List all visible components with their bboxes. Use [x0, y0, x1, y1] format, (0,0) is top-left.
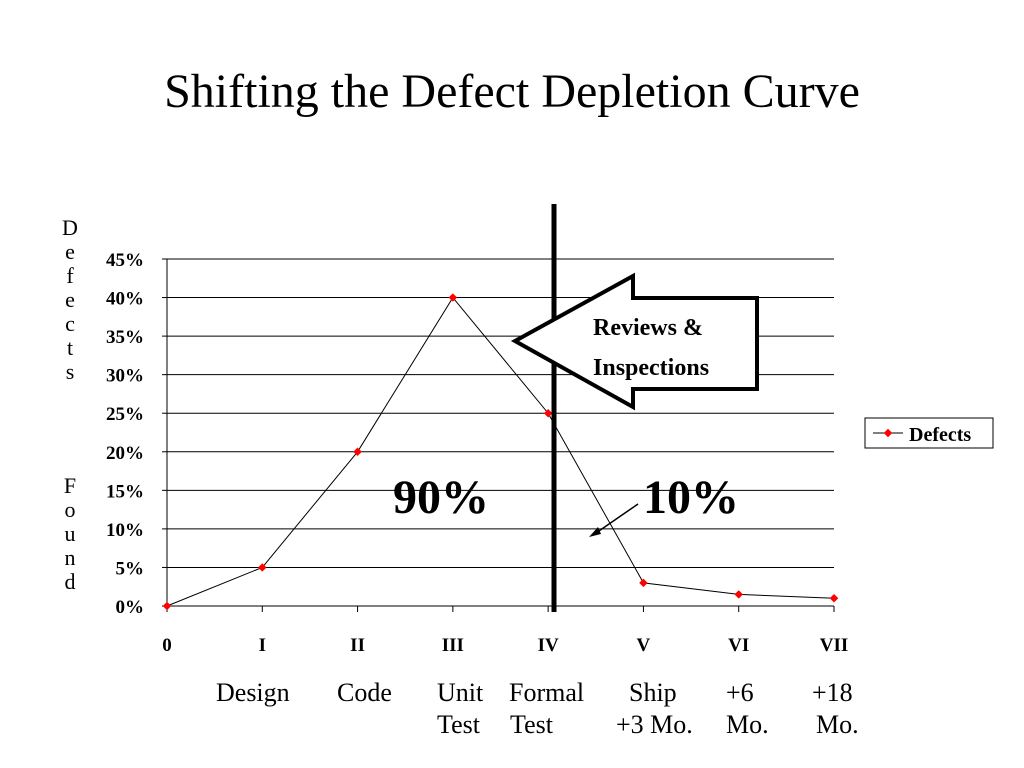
stage-line1: Ship: [629, 678, 677, 707]
y-tick-label: 10%: [106, 520, 144, 541]
slide-title: Shifting the Defect Depletion Curve: [164, 65, 860, 118]
legend-label-defects: Defects: [909, 424, 971, 446]
y-tick-label: 35%: [106, 327, 144, 348]
arrow-text-reviews: Reviews &: [593, 315, 703, 341]
y-tick-label: 20%: [106, 443, 144, 464]
x-tick-label: II: [350, 635, 365, 656]
y-label-letter: e: [65, 287, 75, 312]
stage-label-design: Design: [216, 677, 290, 709]
x-tick-label: IV: [538, 635, 559, 656]
stage-line2: Mo.: [726, 710, 769, 739]
stage-line2: +3 Mo.: [616, 710, 693, 739]
y-tick-label: 15%: [106, 481, 144, 502]
data-point: [829, 594, 839, 603]
y-label-letter: s: [65, 359, 75, 384]
x-tick-labels: 0 I II III IV V VI VII: [162, 606, 848, 656]
y-label-letter: u: [64, 521, 76, 546]
data-point: [543, 408, 553, 418]
y-axis-label-found: F o u n d: [58, 474, 82, 594]
y-tick-label: 30%: [106, 366, 144, 387]
y-tick-label: 5%: [116, 558, 145, 579]
stage-line1: +6: [726, 678, 754, 707]
pointer-arrowhead: [589, 527, 601, 537]
y-label-letter: n: [64, 545, 76, 570]
y-label-letter: e: [65, 239, 75, 264]
x-tick-label: 0: [162, 635, 172, 656]
y-label-letter: o: [64, 497, 76, 522]
data-point: [162, 601, 172, 611]
stage-line1: Design: [216, 678, 290, 707]
y-label-letter: D: [62, 215, 78, 240]
data-point: [448, 293, 458, 302]
left-percent-annotation: 90%: [393, 471, 489, 524]
pointer-arrow-line: [595, 503, 639, 534]
y-tick-label: 45%: [106, 250, 144, 271]
data-point: [258, 563, 267, 572]
y-label-letter: F: [63, 473, 77, 498]
y-axis-label-defects: D e f e c t s: [58, 216, 82, 384]
y-tick-labels: 0% 5% 10% 15% 20% 25% 30% 35% 40% 45%: [106, 250, 144, 618]
y-tick-label: 25%: [106, 404, 144, 425]
stage-line2: Test: [437, 710, 480, 739]
y-label-letter: d: [64, 569, 76, 594]
y-tick-label: 0%: [116, 597, 145, 618]
stage-line1: Unit: [437, 678, 484, 707]
data-point: [734, 590, 743, 599]
data-point: [353, 447, 362, 457]
stage-label-formal-test: Formal Test: [509, 677, 584, 741]
stage-line1: Formal: [509, 678, 585, 707]
reviews-inspections-arrow: [510, 272, 759, 411]
y-label-letter: c: [65, 311, 75, 336]
stage-line2: Mo.: [816, 710, 859, 739]
stage-label-unit-test: Unit Test: [437, 677, 483, 741]
series-line: [166, 296, 835, 607]
stage-line1: Code: [337, 678, 392, 707]
x-tick-label: I: [259, 635, 266, 656]
right-percent-annotation: 10%: [643, 471, 739, 524]
y-label-letter: t: [66, 335, 74, 360]
x-tick-label: VII: [820, 635, 849, 656]
x-tick-label: III: [442, 635, 464, 656]
stage-label-plus18: +18 Mo.: [812, 677, 859, 741]
stage-label-ship: Ship +3 Mo.: [616, 677, 693, 741]
y-label-letter: f: [66, 263, 74, 288]
stage-label-code: Code: [337, 677, 392, 709]
stage-line2: Test: [510, 710, 553, 739]
x-tick-label: VI: [728, 635, 749, 656]
arrow-text-inspections: Inspections: [593, 355, 709, 381]
y-tick-label: 40%: [106, 289, 144, 310]
legend: Defects: [864, 417, 994, 449]
stage-line1: +18: [812, 678, 853, 707]
x-tick-label: V: [637, 635, 651, 656]
data-point: [639, 578, 648, 588]
gridlines: [162, 258, 834, 607]
stage-label-plus6: +6 Mo.: [726, 677, 769, 741]
legend-marker-swatch: [883, 428, 893, 438]
